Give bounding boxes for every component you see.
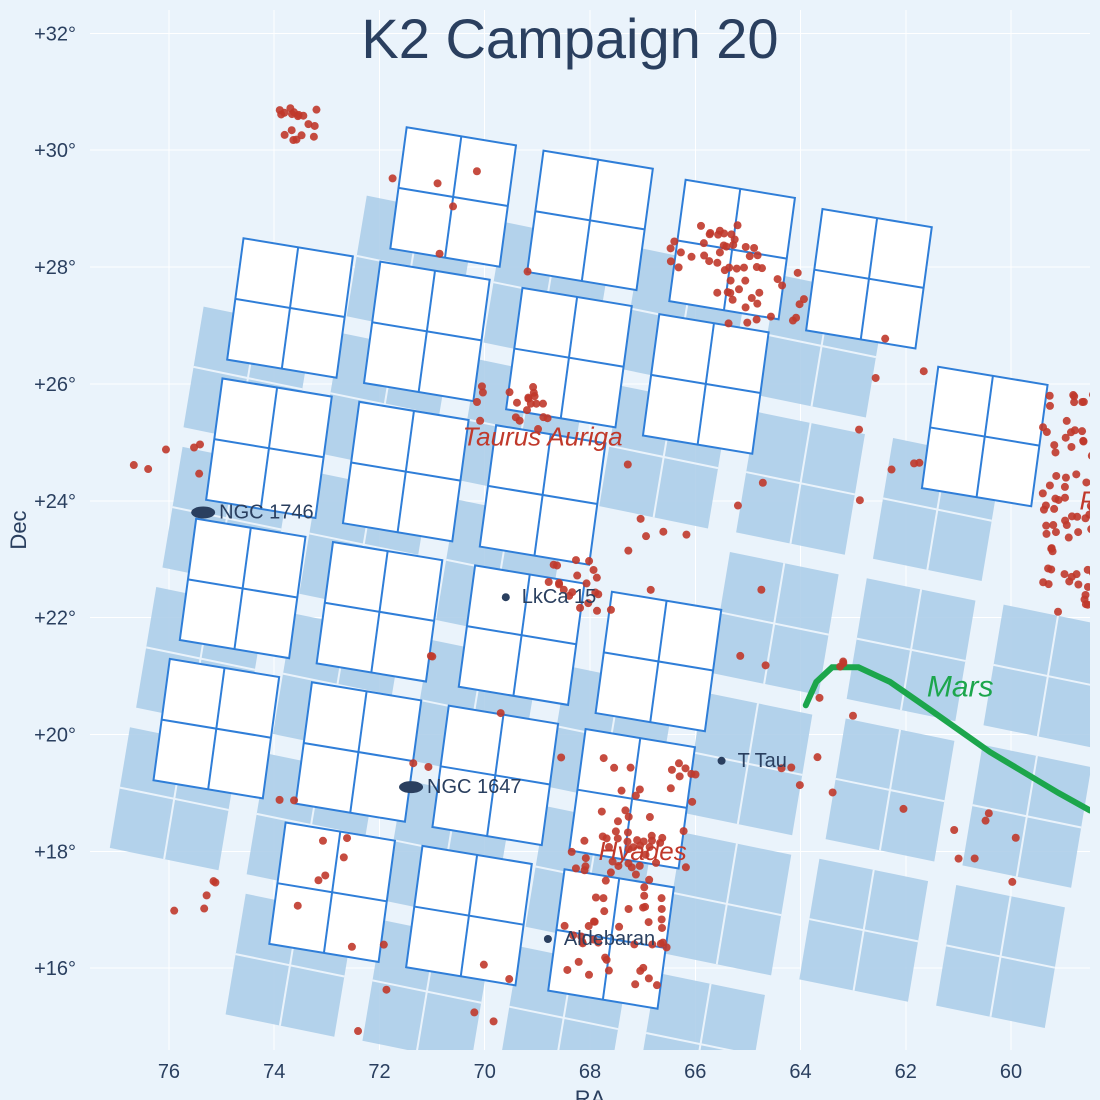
y-tick-label: +16°: [34, 958, 76, 980]
object-marker-dot: [544, 935, 552, 943]
mars-label: Mars: [927, 671, 994, 704]
y-tick-label: +30°: [34, 140, 76, 162]
cluster-label: Hyades: [599, 836, 687, 866]
object-label: LkCa 15: [522, 586, 597, 608]
x-tick-label: 62: [895, 1061, 917, 1083]
x-tick-label: 68: [579, 1061, 601, 1083]
y-tick-label: +28°: [34, 257, 76, 279]
object-label: T Tau: [738, 750, 787, 772]
object-marker-ellipse: [399, 781, 423, 793]
x-tick-label: 66: [684, 1061, 706, 1083]
y-tick-label: +26°: [34, 374, 76, 396]
y-tick-label: +32°: [34, 23, 76, 45]
x-tick-label: 64: [789, 1061, 811, 1083]
y-tick-label: +24°: [34, 491, 76, 513]
object-marker-ellipse: [191, 506, 215, 518]
object-label: NGC 1746: [219, 501, 314, 523]
x-tick-label: 60: [1000, 1061, 1022, 1083]
object-label: NGC 1647: [427, 776, 521, 798]
cluster-label: Taurus Auriga: [463, 421, 623, 451]
y-tick-label: +20°: [34, 724, 76, 746]
chart-title: K2 Campaign 20: [361, 7, 778, 70]
sky-chart: Taurus AurigaPleiadesHyadesMarsNGC 1746L…: [0, 0, 1100, 1100]
y-tick-label: +18°: [34, 841, 76, 863]
x-tick-label: 70: [474, 1061, 496, 1083]
object-marker-dot: [502, 593, 510, 601]
y-tick-label: +22°: [34, 608, 76, 630]
x-tick-label: 72: [368, 1061, 390, 1083]
x-tick-label: 74: [263, 1061, 285, 1083]
x-axis-label: RA: [575, 1086, 606, 1100]
object-label: Aldebaran: [564, 928, 655, 950]
object-marker-dot: [718, 757, 726, 765]
y-axis-label: Dec: [6, 510, 31, 549]
x-tick-label: 76: [158, 1061, 180, 1083]
